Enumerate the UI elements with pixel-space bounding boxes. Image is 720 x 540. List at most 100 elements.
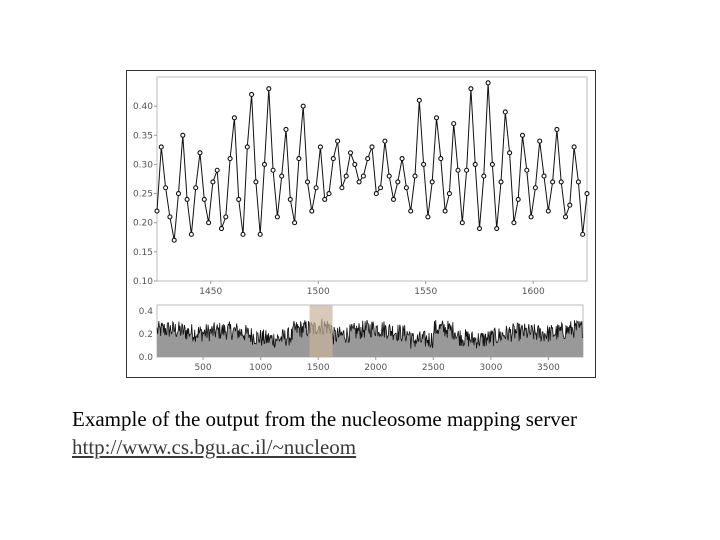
data-point bbox=[227, 156, 233, 162]
occupancy-overview-plot: 0.0 0.2 0.4 500 1000 1500 2000 2500 3000 3500 bbox=[139, 304, 584, 373]
data-point bbox=[511, 220, 517, 226]
data-point bbox=[554, 126, 560, 133]
data-point bbox=[296, 156, 302, 162]
selected-range-highlight bbox=[309, 305, 333, 357]
data-point bbox=[498, 179, 504, 185]
data-point bbox=[382, 138, 388, 144]
y-tick-label: 0.20 bbox=[133, 219, 153, 229]
overview-x-tick-label: 500 bbox=[194, 363, 211, 373]
data-point bbox=[541, 173, 547, 179]
overview-y-tick-label: 0.0 bbox=[139, 353, 154, 363]
overview-x-tick-label: 2500 bbox=[422, 363, 445, 373]
data-point bbox=[562, 214, 569, 220]
y-tick-label: 0.35 bbox=[133, 131, 153, 141]
data-point bbox=[171, 237, 177, 243]
data-point bbox=[459, 220, 465, 226]
data-point bbox=[266, 86, 272, 92]
caption-link[interactable]: http://www.cs.bgu.ac.il/~nucleom bbox=[72, 435, 357, 459]
y-tick-label: 0.25 bbox=[133, 190, 153, 200]
data-point bbox=[175, 191, 182, 197]
data-point bbox=[485, 80, 491, 86]
data-point bbox=[472, 161, 478, 167]
data-point bbox=[343, 173, 349, 179]
data-point bbox=[373, 191, 379, 197]
data-point bbox=[309, 208, 315, 214]
data-point bbox=[412, 173, 418, 179]
data-point bbox=[502, 109, 508, 115]
overview-x-tick-label: 1500 bbox=[307, 363, 330, 373]
data-point bbox=[330, 156, 336, 162]
data-point bbox=[537, 138, 543, 144]
data-point bbox=[180, 132, 186, 138]
data-point bbox=[231, 115, 237, 121]
data-point bbox=[451, 121, 457, 127]
data-point bbox=[193, 185, 199, 191]
data-point bbox=[507, 150, 513, 156]
y-tick-label: 0.30 bbox=[133, 160, 153, 170]
chart-canvas: 0.10 0.15 0.20 0.25 0.30 0.35 0.40 1450 1500 1550… bbox=[133, 76, 590, 373]
data-point bbox=[214, 167, 220, 173]
data-point bbox=[270, 167, 276, 173]
data-point bbox=[429, 179, 435, 185]
data-point bbox=[558, 179, 564, 185]
data-point bbox=[438, 156, 444, 162]
data-point bbox=[468, 86, 474, 92]
data-point bbox=[395, 179, 401, 185]
x-tick-label: 1550 bbox=[414, 287, 437, 297]
data-point bbox=[528, 214, 534, 220]
caption-text: Example of the output from the nucleosom… bbox=[72, 407, 578, 431]
data-point bbox=[584, 191, 590, 197]
data-point bbox=[386, 173, 392, 179]
overview-x-tick-label: 2000 bbox=[364, 363, 387, 373]
data-point bbox=[446, 191, 452, 197]
data-point bbox=[167, 214, 173, 220]
data-point bbox=[206, 220, 212, 226]
data-point bbox=[532, 185, 538, 191]
data-point bbox=[442, 208, 448, 214]
data-point bbox=[274, 214, 280, 220]
data-point bbox=[154, 208, 160, 214]
data-point bbox=[408, 208, 414, 214]
figure-caption: Example of the output from the nucleosom… bbox=[72, 405, 702, 461]
overview-x-tick-label: 3000 bbox=[479, 363, 502, 373]
x-tick-label: 1500 bbox=[307, 287, 330, 297]
data-point bbox=[550, 179, 556, 185]
x-tick-label: 1450 bbox=[199, 287, 222, 297]
occupancy-detail-plot: 0.10 0.15 0.20 0.25 0.30 0.35 0.40 1450 1500 1550… bbox=[133, 76, 590, 297]
data-point bbox=[223, 214, 229, 220]
data-point bbox=[335, 138, 341, 144]
data-point bbox=[158, 144, 164, 150]
data-point bbox=[399, 156, 405, 162]
overview-x-tick-label: 1000 bbox=[249, 363, 272, 373]
data-point bbox=[403, 185, 409, 191]
data-point bbox=[292, 220, 298, 226]
data-point bbox=[545, 208, 551, 214]
data-point bbox=[313, 185, 319, 191]
data-point bbox=[494, 225, 500, 232]
data-point bbox=[283, 126, 289, 133]
data-point bbox=[580, 231, 586, 237]
data-point bbox=[425, 214, 431, 220]
data-point bbox=[326, 191, 332, 197]
data-point bbox=[210, 179, 216, 185]
data-point bbox=[347, 150, 354, 156]
y-tick-label: 0.10 bbox=[133, 277, 153, 287]
data-point bbox=[261, 161, 268, 167]
data-point bbox=[489, 161, 495, 167]
y-tick-label: 0.15 bbox=[133, 248, 153, 258]
overview-area-line bbox=[156, 318, 584, 349]
y-tick-label: 0.40 bbox=[133, 102, 153, 112]
data-point bbox=[571, 144, 577, 150]
data-point bbox=[188, 231, 194, 237]
data-point bbox=[201, 196, 207, 202]
x-tick-label: 1600 bbox=[522, 287, 545, 297]
data-point bbox=[519, 132, 526, 138]
overview-y-tick-label: 0.2 bbox=[139, 330, 153, 340]
data-point bbox=[253, 179, 259, 185]
data-point bbox=[352, 161, 358, 167]
data-point bbox=[287, 196, 293, 202]
data-point bbox=[322, 196, 328, 202]
data-point bbox=[369, 144, 375, 150]
data-point bbox=[365, 156, 371, 162]
data-point bbox=[455, 167, 461, 173]
